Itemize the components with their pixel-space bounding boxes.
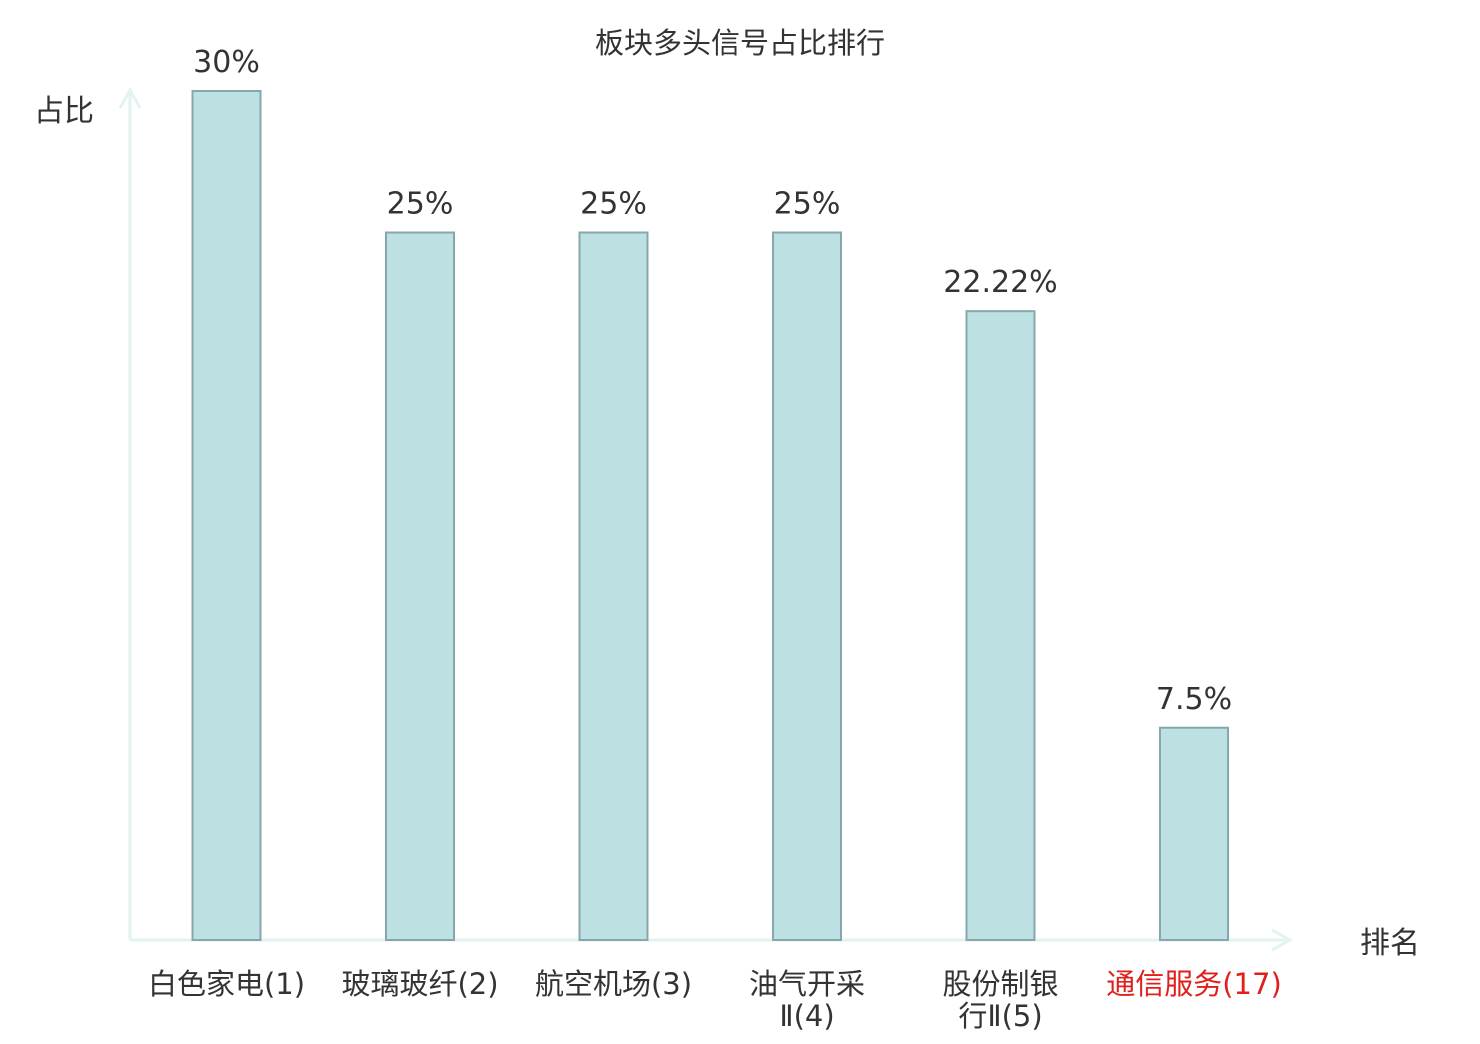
value-labels-group: 30% 25% 25% 25% 22.22% 7.5% <box>193 45 1232 717</box>
bar-value-label: 25% <box>580 187 647 222</box>
bar-value-label: 22.22% <box>943 265 1057 300</box>
bar <box>772 231 842 941</box>
x-axis-label: 排名 <box>1360 926 1420 961</box>
bar <box>191 90 262 941</box>
bar <box>1159 726 1229 941</box>
bar <box>965 310 1036 941</box>
bar <box>578 231 649 941</box>
axes <box>118 86 1294 952</box>
bar-value-label: 7.5% <box>1156 682 1232 717</box>
y-axis-label: 占比 <box>34 94 94 129</box>
bar-value-label: 30% <box>193 45 260 80</box>
category-label: 玻璃玻纤(2) <box>341 967 498 1001</box>
x-axis-arrow <box>1271 928 1294 952</box>
category-label: 行Ⅱ(5) <box>958 999 1042 1033</box>
chart-title: 板块多头信号占比排行 <box>595 26 885 60</box>
bar-value-label: 25% <box>387 187 454 222</box>
bar <box>385 231 455 941</box>
category-label: 油气开采 <box>749 967 865 1001</box>
bars-group <box>191 90 1229 941</box>
category-label: 航空机场(3) <box>535 967 692 1001</box>
category-label: 股份制银 <box>942 967 1058 1001</box>
category-label: 通信服务(17) <box>1106 967 1282 1001</box>
category-label: Ⅱ(4) <box>779 999 834 1033</box>
bar-value-label: 25% <box>774 187 841 222</box>
y-axis-arrow <box>118 86 142 109</box>
category-label: 白色家电(1) <box>148 967 305 1001</box>
